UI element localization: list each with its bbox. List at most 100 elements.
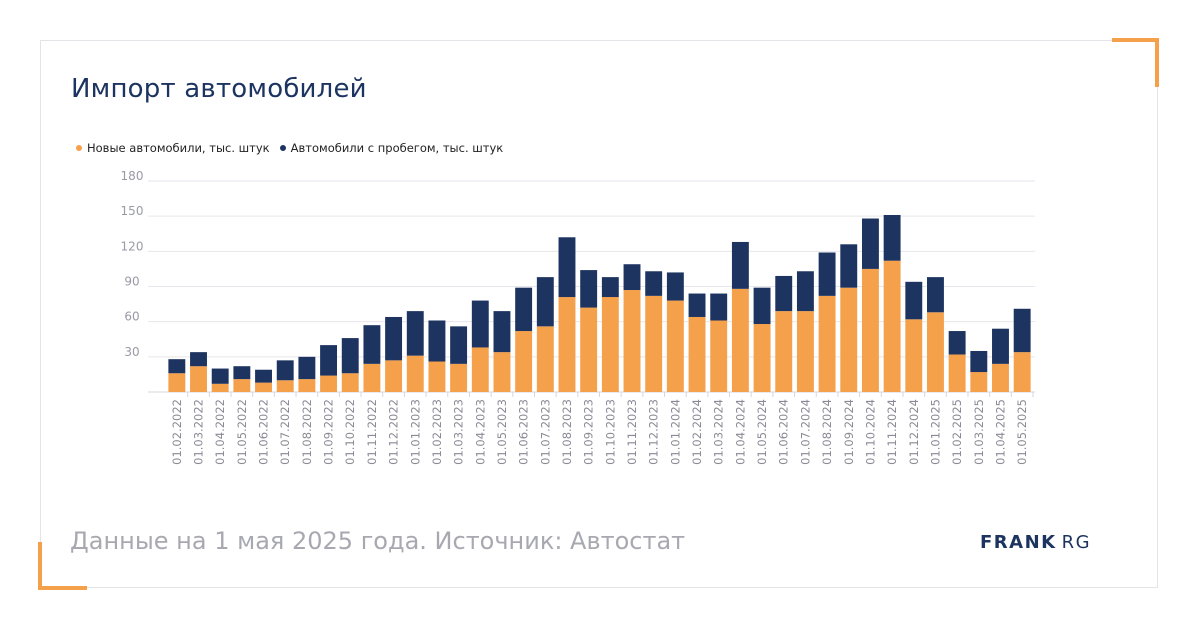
x-tick-label: 01.08.2024 (820, 399, 834, 465)
bar-new-cars (840, 287, 858, 392)
x-tick-label: 01.07.2022 (278, 399, 292, 465)
y-tick-label: 120 (121, 239, 144, 253)
bar-new-cars (623, 290, 641, 392)
source-note: Данные на 1 мая 2025 года. Источник: Авт… (70, 527, 686, 555)
brand-logo-rg: RG (1061, 532, 1092, 553)
bar-new-cars (298, 379, 316, 392)
bar-new-cars (992, 363, 1009, 392)
x-tick-label: 01.09.2024 (842, 399, 856, 465)
legend-label-new: Новые автомобили, тыс. штук (87, 141, 270, 155)
bar-new-cars (948, 354, 966, 392)
bar-used-cars (168, 359, 186, 374)
bar-new-cars (558, 297, 576, 392)
x-tick-label: 01.10.2022 (343, 399, 357, 465)
x-tick-label: 01.10.2024 (863, 399, 877, 465)
bar-used-cars (190, 352, 207, 367)
bar-new-cars (385, 360, 403, 392)
bar-new-cars (168, 373, 186, 392)
chart-legend: Новые автомобили, тыс. штук Автомобили с… (76, 141, 513, 155)
bar-used-cars (666, 272, 684, 301)
x-tick-label: 01.03.2025 (972, 399, 986, 465)
x-tick-label: 01.06.2022 (257, 399, 271, 465)
bar-used-cars (276, 360, 294, 381)
bar-used-cars (992, 328, 1009, 364)
y-tick-label: 150 (121, 204, 144, 218)
bar-used-cars (406, 311, 424, 356)
x-tick-label: 01.02.2024 (690, 399, 704, 465)
x-tick-label: 01.12.2022 (387, 399, 401, 465)
bar-new-cars (493, 352, 511, 392)
bar-used-cars (211, 368, 229, 384)
bar-used-cars (905, 281, 923, 320)
x-tick-label: 01.03.2022 (192, 399, 206, 465)
x-tick-label: 01.08.2022 (300, 399, 314, 465)
x-tick-label: 01.04.2022 (213, 399, 227, 465)
x-tick-label: 01.09.2023 (582, 399, 596, 465)
bar-used-cars (753, 287, 771, 325)
bar-new-cars (710, 320, 728, 392)
bar-used-cars (948, 331, 966, 355)
x-tick-label: 01.10.2023 (603, 399, 617, 465)
bar-used-cars (320, 345, 338, 376)
bar-used-cars (536, 277, 554, 327)
bar-new-cars (601, 297, 619, 392)
corner-accent-top-right (1112, 38, 1159, 87)
bar-used-cars (515, 287, 533, 332)
x-tick-label: 01.03.2023 (452, 399, 466, 465)
bar-used-cars (1013, 308, 1031, 353)
bar-new-cars (211, 383, 229, 392)
bar-used-cars (731, 241, 749, 289)
bar-used-cars (341, 338, 359, 374)
x-tick-label: 01.02.2022 (170, 399, 184, 465)
bar-new-cars (970, 372, 988, 392)
x-tick-label: 01.04.2025 (993, 399, 1007, 465)
x-tick-label: 01.09.2022 (322, 399, 336, 465)
bar-new-cars (471, 347, 489, 392)
bar-new-cars (905, 319, 923, 392)
bar-new-cars (666, 300, 684, 392)
bar-new-cars (276, 380, 294, 392)
bar-new-cars (775, 311, 793, 392)
legend-item-used: Автомобили с пробегом, тыс. штук (279, 141, 503, 155)
chart-card (40, 40, 1158, 588)
corner-accent-bottom-left (38, 542, 87, 590)
y-tick-label: 180 (121, 169, 144, 183)
legend-item-new: Новые автомобили, тыс. штук (76, 141, 270, 155)
bar-new-cars (515, 331, 533, 392)
bar-used-cars (883, 214, 901, 261)
bar-used-cars (428, 320, 446, 362)
x-tick-label: 01.01.2023 (408, 399, 422, 465)
bar-new-cars (255, 382, 272, 392)
x-tick-label: 01.04.2023 (473, 399, 487, 465)
bar-new-cars (341, 373, 359, 392)
x-tick-label: 01.11.2022 (365, 399, 379, 465)
x-tick-label: 01.05.2025 (1015, 399, 1029, 465)
bar-used-cars (970, 350, 988, 373)
y-tick-label: 90 (124, 275, 139, 289)
x-tick-label: 01.01.2025 (928, 399, 942, 465)
bar-used-cars (818, 252, 836, 296)
bar-used-cars (623, 264, 641, 291)
x-tick-label: 01.05.2024 (755, 399, 769, 465)
x-tick-label: 01.03.2024 (712, 399, 726, 465)
legend-marker-new (76, 145, 82, 151)
x-tick-label: 01.07.2023 (538, 399, 552, 465)
bar-new-cars (580, 307, 598, 392)
bar-new-cars (190, 366, 207, 392)
bar-new-cars (536, 326, 554, 392)
legend-marker-used (279, 145, 286, 151)
x-tick-label: 01.02.2023 (430, 399, 444, 465)
bar-used-cars (710, 293, 728, 321)
bar-new-cars (428, 361, 446, 392)
x-tick-label: 01.11.2024 (885, 399, 899, 465)
x-tick-label: 01.08.2023 (560, 399, 574, 465)
bar-used-cars (927, 277, 944, 313)
x-tick-label: 01.06.2024 (777, 399, 791, 465)
x-tick-label: 01.04.2024 (733, 399, 747, 465)
bar-used-cars (601, 277, 619, 298)
bar-new-cars (450, 363, 468, 392)
x-tick-label: 01.07.2024 (798, 399, 812, 465)
y-tick-label: 60 (124, 310, 139, 324)
bar-new-cars (1013, 352, 1031, 392)
